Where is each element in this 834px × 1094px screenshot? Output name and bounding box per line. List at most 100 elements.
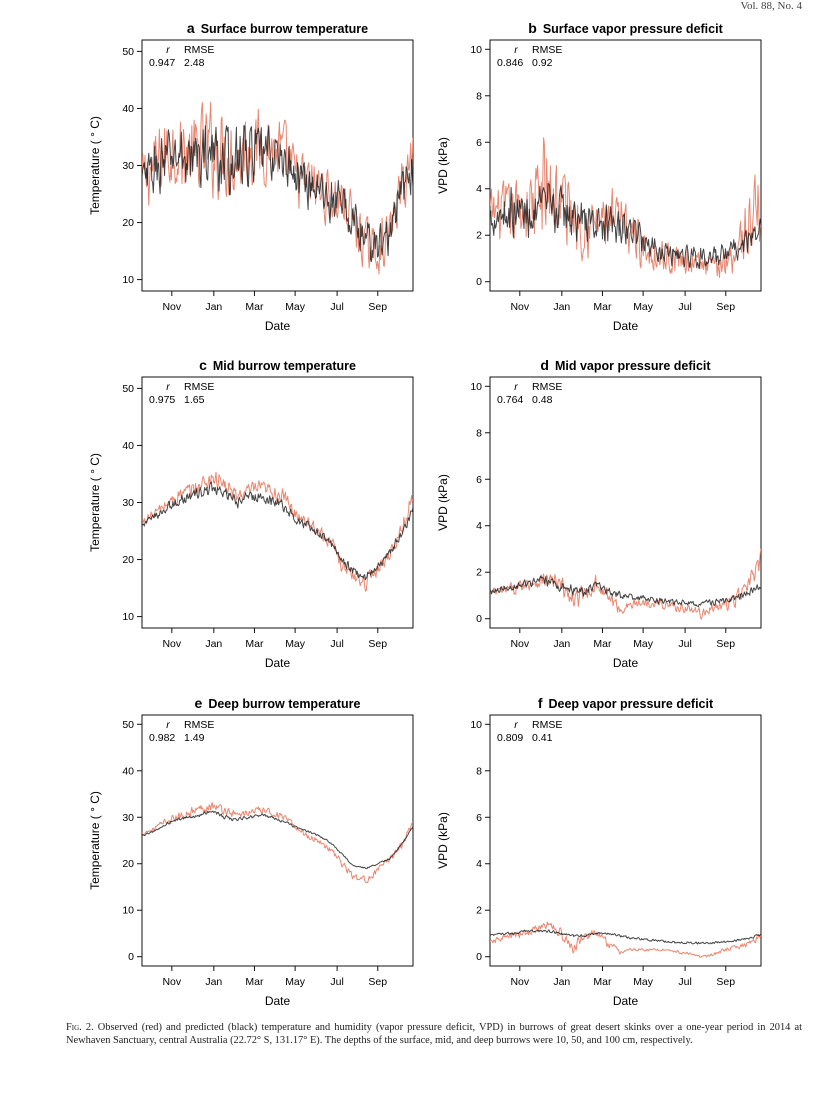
x-tick-label: Mar (245, 638, 264, 650)
y-tick-label: 10 (122, 274, 134, 286)
panel-letter: e (195, 695, 203, 711)
y-tick-label: 10 (122, 905, 134, 917)
stat-r-value: 0.764 (497, 394, 523, 406)
series-observed (490, 921, 761, 958)
series-predicted (490, 183, 761, 270)
y-axis-label: Temperature ( ° C) (88, 116, 102, 215)
x-tick-label: May (285, 976, 306, 988)
y-axis-label: Temperature ( ° C) (88, 791, 102, 890)
x-tick-label: Sep (716, 638, 735, 650)
x-tick-label: Jan (205, 976, 222, 988)
stat-r-header: r (514, 719, 518, 731)
y-tick-label: 10 (470, 44, 482, 56)
x-tick-label: Sep (368, 976, 387, 988)
panel-f: f Deep vapor pressure deficit 0 2 4 6 8 10 Nov Ja… (436, 695, 762, 1008)
series-group (490, 921, 761, 958)
y-tick-label: 6 (476, 137, 482, 149)
y-tick-label: 2 (476, 567, 482, 579)
stat-rmse-value: 1.49 (184, 732, 205, 744)
y-tick-label: 0 (128, 951, 134, 963)
panel-title-text: Surface burrow temperature (201, 22, 368, 36)
caption-text: Observed (red) and predicted (black) tem… (66, 1022, 802, 1046)
y-tick-label: 0 (476, 613, 482, 625)
y-tick-label: 40 (122, 103, 134, 115)
x-tick-label: Nov (162, 301, 181, 313)
x-tick-label: Nov (510, 638, 529, 650)
y-axis-label: VPD (kPa) (436, 812, 450, 869)
x-tick-label: Jan (553, 976, 570, 988)
y-tick-label: 4 (476, 183, 482, 195)
x-tick-label: May (633, 301, 654, 313)
y-axis-label: VPD (kPa) (436, 474, 450, 531)
series-predicted (490, 575, 761, 608)
y-tick-label: 10 (122, 611, 134, 623)
series-group (142, 471, 413, 592)
y-tick-label: 50 (122, 46, 134, 58)
y-tick-label: 40 (122, 440, 134, 452)
panel-title-text: Deep vapor pressure deficit (549, 697, 714, 711)
panel-title: c Mid burrow temperature (199, 357, 356, 373)
stat-rmse-value: 0.41 (532, 732, 553, 744)
y-tick-label: 8 (476, 427, 482, 439)
stat-r-header: r (166, 381, 170, 393)
plot-frame (489, 714, 762, 967)
y-tick-label: 2 (476, 230, 482, 242)
series-predicted (142, 481, 413, 581)
y-tick-label: 40 (122, 765, 134, 777)
x-tick-label: Sep (716, 301, 735, 313)
x-tick-label: Nov (510, 301, 529, 313)
plot-frame (489, 39, 762, 292)
stat-r-value: 0.846 (497, 57, 523, 69)
panel-title-text: Mid burrow temperature (213, 359, 356, 373)
x-tick-label: May (285, 638, 306, 650)
stat-rmse-header: RMSE (184, 44, 214, 56)
y-tick-label: 20 (122, 217, 134, 229)
panel-title: f Deep vapor pressure deficit (538, 695, 714, 711)
panel-letter: a (187, 20, 195, 36)
x-axis-label: Date (265, 656, 291, 670)
y-tick-label: 20 (122, 554, 134, 566)
y-tick-label: 2 (476, 905, 482, 917)
stat-r-header: r (514, 381, 518, 393)
x-tick-label: Jul (330, 638, 343, 650)
x-tick-label: May (285, 301, 306, 313)
stat-r-value: 0.947 (149, 57, 175, 69)
stat-rmse-header: RMSE (532, 719, 562, 731)
plot-frame (141, 714, 414, 967)
x-tick-label: Jan (205, 638, 222, 650)
stat-rmse-value: 0.48 (532, 394, 553, 406)
y-axis-label: Temperature ( ° C) (88, 453, 102, 552)
series-group (490, 137, 761, 278)
panel-title-text: Deep burrow temperature (208, 697, 360, 711)
figure-panels: a Surface burrow temperature1020304050Nov… (88, 20, 762, 1008)
x-tick-label: Nov (162, 976, 181, 988)
x-tick-label: Jan (553, 638, 570, 650)
x-tick-label: Mar (593, 976, 612, 988)
x-tick-label: Jul (678, 301, 691, 313)
x-tick-label: Sep (368, 301, 387, 313)
y-tick-label: 30 (122, 812, 134, 824)
series-predicted (490, 929, 761, 945)
series-group (142, 101, 413, 275)
x-tick-label: Jan (205, 301, 222, 313)
panel-title: e Deep burrow temperature (195, 695, 361, 711)
series-observed (142, 802, 413, 884)
panel-letter: d (540, 357, 549, 373)
panel-title: d Mid vapor pressure deficit (540, 357, 711, 373)
stat-r-header: r (166, 44, 170, 56)
figure-caption: Fig. 2. Observed (red) and predicted (bl… (66, 1022, 802, 1047)
x-tick-label: Nov (510, 976, 529, 988)
panel-letter: b (528, 20, 537, 36)
panel-title-text: Mid vapor pressure deficit (555, 359, 711, 373)
series-predicted (142, 810, 413, 870)
panel-e: e Deep burrow temperature 0 10 20 30 40 50 Nov Ja… (88, 695, 414, 1008)
x-tick-label: May (633, 976, 654, 988)
y-tick-label: 50 (122, 383, 134, 395)
panel-a: a Surface burrow temperature 10 20 30 40 50 Nov… (88, 20, 414, 333)
y-tick-label: 0 (476, 276, 482, 288)
x-axis-label: Date (265, 994, 291, 1008)
stat-rmse-value: 1.65 (184, 394, 205, 406)
panel-title-text: Surface vapor pressure deficit (543, 22, 724, 36)
y-tick-label: 8 (476, 90, 482, 102)
series-observed (142, 101, 413, 275)
